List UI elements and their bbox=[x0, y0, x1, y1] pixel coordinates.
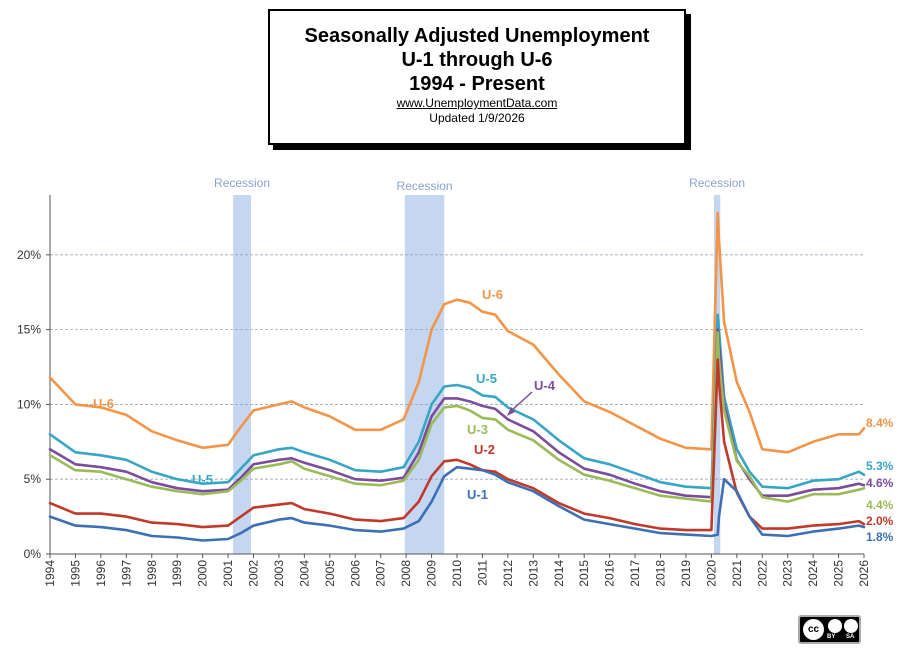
attribution-icon bbox=[828, 619, 842, 633]
x-tick-label: 1994 bbox=[43, 560, 57, 587]
series-name-label: U-4 bbox=[534, 378, 556, 393]
title-line-1: Seasonally Adjusted Unemployment bbox=[304, 25, 650, 47]
x-tick-label: 2003 bbox=[272, 560, 286, 587]
x-tick-label: 2011 bbox=[475, 560, 489, 586]
end-value-label: 4.6% bbox=[866, 476, 894, 490]
x-tick-label: 2002 bbox=[247, 560, 261, 587]
x-tick-label: 2000 bbox=[196, 560, 210, 587]
x-tick-label: 2018 bbox=[654, 560, 668, 587]
series-name-label: U-6 bbox=[482, 287, 503, 302]
x-tick-label: 2022 bbox=[755, 560, 769, 587]
x-tick-label: 2015 bbox=[577, 560, 591, 587]
creative-commons-badge[interactable]: cc BY SA bbox=[798, 615, 861, 644]
series-name-label: U-1 bbox=[467, 487, 488, 502]
y-tick-label: 15% bbox=[17, 323, 41, 337]
badge-sa-text: SA bbox=[846, 634, 855, 640]
x-tick-label: 2020 bbox=[704, 560, 718, 587]
x-tick-label: 2004 bbox=[297, 560, 311, 587]
end-value-label: 1.8% bbox=[866, 530, 894, 544]
end-value-label: 5.3% bbox=[866, 459, 894, 473]
end-value-label: 8.4% bbox=[866, 416, 894, 430]
y-tick-label: 20% bbox=[17, 248, 41, 262]
x-tick-label: 2025 bbox=[832, 560, 846, 587]
x-tick-label: 2005 bbox=[323, 560, 337, 587]
y-tick-label: 5% bbox=[24, 472, 42, 486]
updated-date: Updated 1/9/2026 bbox=[429, 111, 525, 125]
series-name-label: U-6 bbox=[93, 396, 114, 411]
x-tick-label: 2017 bbox=[628, 560, 642, 587]
x-tick-label: 1996 bbox=[94, 560, 108, 587]
source-url-link[interactable]: www.UnemploymentData.com bbox=[396, 96, 558, 110]
u4-pointer-arrow bbox=[509, 391, 533, 413]
series-line-u-1 bbox=[48, 465, 866, 542]
series-line-u-3 bbox=[48, 331, 866, 503]
y-tick-label: 10% bbox=[17, 397, 41, 411]
u4-arrowhead bbox=[507, 407, 515, 416]
recession-band bbox=[404, 195, 445, 554]
x-tick-label: 2012 bbox=[501, 560, 515, 587]
x-tick-label: 2014 bbox=[552, 560, 566, 587]
x-tick-label: 2023 bbox=[781, 560, 795, 587]
recession-label: Recession bbox=[214, 176, 270, 190]
x-tick-label: 2013 bbox=[526, 560, 540, 587]
x-tick-label: 1998 bbox=[145, 560, 159, 587]
badge-by-text: BY bbox=[827, 634, 836, 640]
chart-title-box: Seasonally Adjusted Unemployment U-1 thr… bbox=[268, 9, 686, 145]
x-tick-label: 1995 bbox=[68, 560, 82, 587]
x-tick-label: 2019 bbox=[679, 560, 693, 587]
x-tick-label: 2007 bbox=[374, 560, 388, 587]
x-tick-label: 1997 bbox=[119, 560, 133, 587]
cc-icon: cc bbox=[803, 619, 824, 640]
recession-label: Recession bbox=[397, 179, 453, 193]
series-line-u-6 bbox=[48, 211, 866, 454]
x-tick-label: 2016 bbox=[603, 560, 617, 587]
x-tick-label: 2021 bbox=[730, 560, 744, 587]
recession-band bbox=[233, 195, 251, 554]
x-tick-label: 2001 bbox=[221, 560, 235, 587]
series-name-label: U-2 bbox=[474, 442, 495, 457]
x-tick-label: 2009 bbox=[425, 560, 439, 587]
y-tick-label: 0% bbox=[24, 547, 42, 561]
series-line-u-5 bbox=[48, 313, 866, 490]
title-line-3: 1994 - Present bbox=[409, 73, 545, 95]
x-tick-label: 2008 bbox=[399, 560, 413, 587]
x-tick-label: 2006 bbox=[348, 560, 362, 587]
x-tick-label: 2026 bbox=[857, 560, 871, 587]
share-alike-icon bbox=[844, 619, 858, 633]
end-value-label: 4.4% bbox=[866, 498, 894, 512]
x-tick-label: 2024 bbox=[806, 560, 820, 587]
series-line-u-4 bbox=[48, 328, 866, 499]
x-tick-label: 1999 bbox=[170, 560, 184, 587]
series-name-label: U-5 bbox=[192, 472, 213, 487]
title-line-2: U-1 through U-6 bbox=[401, 49, 553, 71]
end-value-label: 2.0% bbox=[866, 514, 894, 528]
recession-label: Recession bbox=[689, 176, 745, 190]
series-line-u-2 bbox=[48, 358, 866, 532]
x-tick-label: 2010 bbox=[450, 560, 464, 587]
series-name-label: U-5 bbox=[476, 371, 497, 386]
series-name-label: U-3 bbox=[467, 422, 488, 437]
